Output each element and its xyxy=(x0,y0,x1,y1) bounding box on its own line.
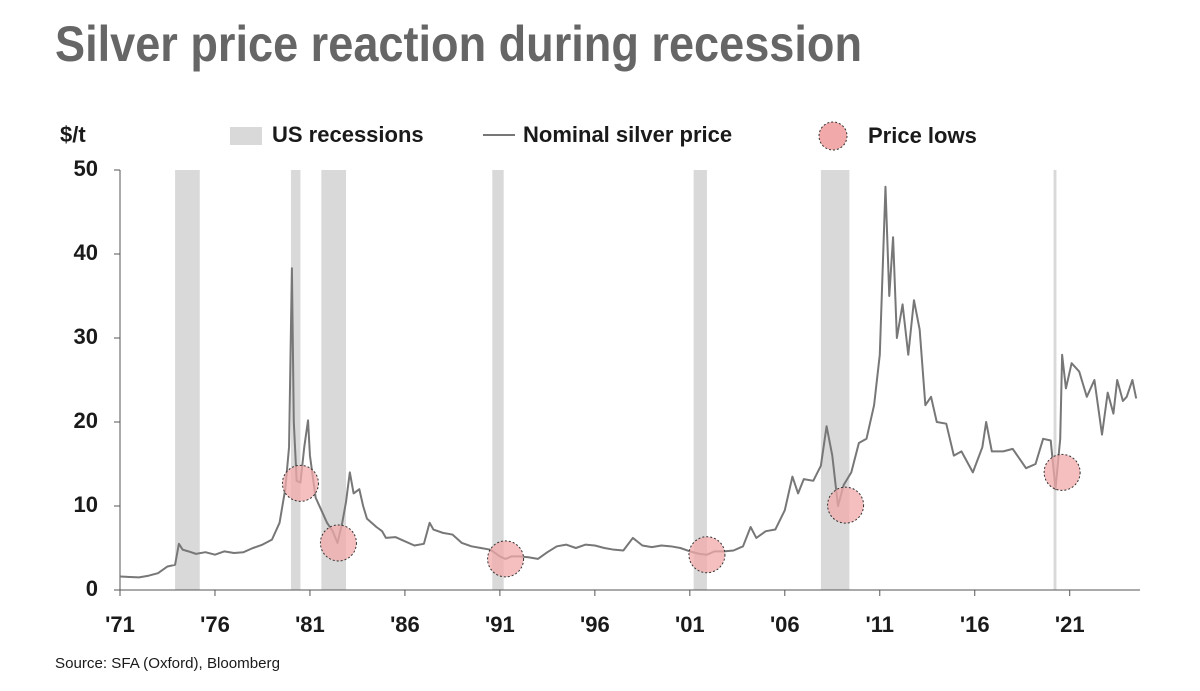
y-tick-label: 20 xyxy=(74,408,98,433)
x-tick-label: '16 xyxy=(960,612,990,637)
x-tick-label: '86 xyxy=(390,612,420,637)
y-axis-label: $/t xyxy=(60,122,86,147)
x-tick-label: '11 xyxy=(866,612,895,637)
source-note: Source: SFA (Oxford), Bloomberg xyxy=(55,655,280,672)
recession-band xyxy=(290,170,301,590)
y-tick-label: 30 xyxy=(74,324,98,349)
chart-title: Silver price reaction during recession xyxy=(55,16,862,72)
price-low xyxy=(688,536,726,574)
y-tick-label: 40 xyxy=(74,240,98,265)
y-tick-label: 50 xyxy=(74,156,98,181)
legend-label: Price lows xyxy=(868,123,977,148)
x-tick-label: '71 xyxy=(105,612,135,637)
y-tick-label: 0 xyxy=(86,576,98,601)
x-tick-label: '91 xyxy=(485,612,515,637)
y-tick-label: 10 xyxy=(74,492,98,517)
recession-band xyxy=(820,170,850,590)
price-low xyxy=(487,540,525,578)
legend-swatch xyxy=(818,121,848,151)
legend-swatch xyxy=(230,127,262,145)
price-low xyxy=(281,464,319,502)
price-low xyxy=(319,524,357,562)
x-tick-label: '96 xyxy=(580,612,610,637)
price-low xyxy=(1043,453,1081,491)
price-low xyxy=(827,486,865,524)
x-tick-label: '81 xyxy=(295,612,325,637)
recession-band xyxy=(693,170,707,590)
recession-band xyxy=(175,170,200,590)
x-tick-label: '21 xyxy=(1055,612,1085,637)
x-tick-label: '76 xyxy=(200,612,230,637)
legend-label: US recessions xyxy=(272,122,424,147)
x-tick-label: '06 xyxy=(770,612,800,637)
legend: US recessions Nominal silver price Price… xyxy=(230,121,977,151)
x-tick-label: '01 xyxy=(675,612,705,637)
legend-label: Nominal silver price xyxy=(523,122,732,147)
recession-band xyxy=(492,170,504,590)
price-line xyxy=(119,185,1138,579)
recession-band xyxy=(1053,170,1057,590)
